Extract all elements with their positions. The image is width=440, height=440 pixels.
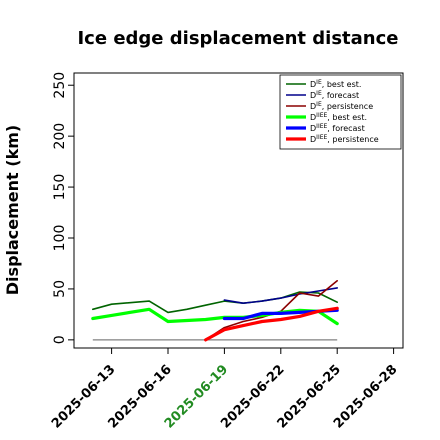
legend-entry: DIIEE, persistence [310, 134, 379, 144]
legend-entry: DIE, best est. [310, 79, 361, 89]
y-tick-label: 150 [52, 174, 68, 201]
legend-entry: DIIEE, forecast [310, 123, 365, 133]
legend-entry: DIE, forecast [310, 90, 359, 100]
series-line-2 [223, 287, 339, 305]
chart-title: Ice edge displacement distance [77, 28, 398, 49]
y-tick-label: 200 [52, 123, 68, 150]
y-axis-label: Displacement (km) [3, 125, 22, 295]
y-tick-label: 50 [52, 280, 68, 298]
y-tick-label: 0 [52, 335, 68, 344]
legend-entry: DIE, persistence [310, 101, 373, 111]
series-line-1 [92, 291, 339, 314]
y-tick-label: 100 [52, 225, 68, 252]
legend-box [279, 74, 402, 150]
legend-entry: DIIEE, best est. [310, 112, 367, 122]
y-tick-label: 250 [52, 72, 68, 99]
plot-frame [73, 72, 404, 349]
series-line-6 [204, 306, 339, 342]
